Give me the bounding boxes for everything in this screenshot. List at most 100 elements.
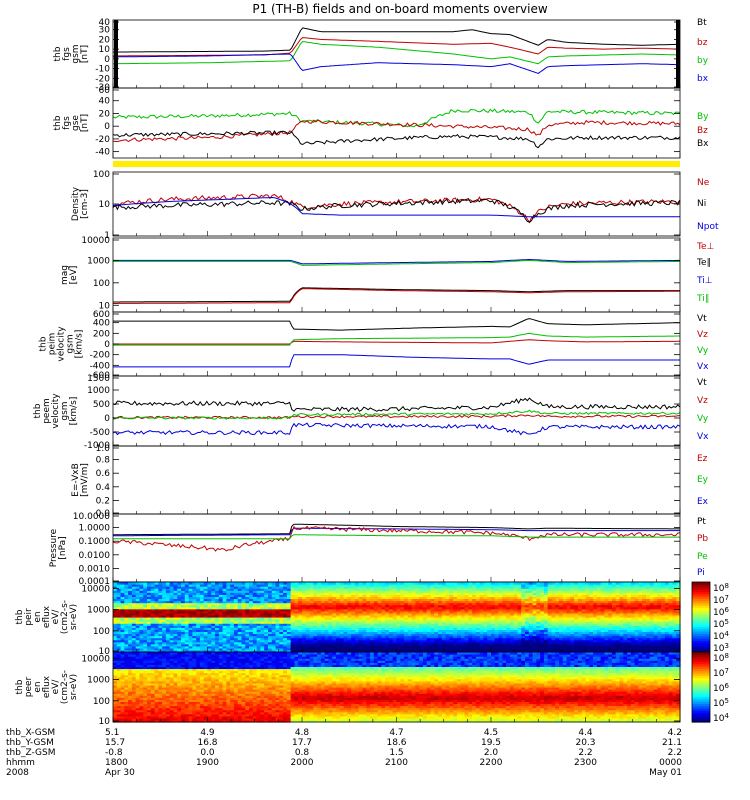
spectrogram-cell (154, 610, 159, 614)
spectrogram-cell (286, 614, 292, 618)
spectrogram-cell (177, 594, 182, 598)
spectrogram-cell (188, 623, 193, 626)
spectrogram-cell (521, 635, 526, 639)
spectrogram-cell (430, 649, 435, 653)
spectrogram-cell (385, 623, 390, 626)
spectrogram-cell (543, 604, 549, 608)
spectrogram-cell (313, 633, 318, 637)
spectrogram-cell (215, 631, 220, 635)
spectrogram-cell (536, 590, 541, 593)
spectrogram-cell (464, 617, 469, 620)
spectrogram-cell (525, 639, 530, 643)
spectrogram-cell (430, 627, 435, 630)
spectrogram-cell (525, 594, 530, 598)
spectrogram-cell (464, 629, 469, 633)
spectrogram-cell (196, 612, 201, 616)
spectrogram-cell (513, 592, 519, 595)
spectrogram-cell (491, 625, 496, 628)
spectrogram-cell (207, 592, 212, 595)
spectrogram-cell (305, 588, 311, 591)
spectrogram-cell (521, 614, 526, 618)
spectrogram-cell (267, 598, 273, 602)
spectrogram-cell (494, 631, 500, 635)
spectrogram-cell (543, 631, 549, 635)
spectrogram-cell (536, 619, 541, 622)
spectrogram-cell (487, 649, 492, 653)
spectrogram-cell (347, 641, 352, 645)
spectrogram-cell (498, 623, 503, 626)
spectrogram-cell (600, 604, 605, 608)
spectrogram-cell (324, 643, 330, 647)
spectrogram-cell (207, 612, 212, 616)
spectrogram-cell (517, 606, 522, 610)
spectrogram-cell (302, 617, 307, 620)
spectrogram-cell (154, 594, 159, 598)
spectrogram-cell (411, 627, 416, 630)
spectrogram-cell (237, 629, 243, 633)
spectrogram-cell (415, 608, 420, 612)
spectrogram-cell (184, 635, 190, 639)
spectrogram-cell (528, 639, 534, 643)
spectrogram-cell (540, 619, 545, 622)
spectrogram-cell (143, 627, 148, 630)
spectrogram-cell (532, 586, 537, 589)
spectrogram-cell (483, 635, 488, 639)
spectrogram-cell (260, 590, 265, 593)
spectrogram-cell (562, 610, 568, 614)
spectrogram-cell (472, 608, 477, 612)
spectrogram-cell (593, 590, 598, 593)
spectrogram-cell (233, 629, 239, 633)
spectrogram-cell (309, 588, 314, 591)
spectrogram-cell (332, 594, 337, 598)
spectrogram-cell (343, 637, 348, 641)
spectrogram-cell (479, 586, 485, 589)
spectrogram-cell (309, 621, 314, 624)
spectrogram-cell (169, 614, 175, 618)
spectrogram-cell (271, 623, 277, 626)
spectrogram-cell (181, 610, 186, 614)
spectrogram-cell (438, 647, 443, 651)
spectrogram-cell (351, 633, 356, 637)
spectrogram-cell (611, 602, 617, 606)
spectrogram-cell (143, 647, 148, 651)
spectrogram-cell (286, 596, 292, 600)
spectrogram-cell (555, 639, 560, 643)
spectrogram-cell (559, 623, 564, 626)
spectrogram-cell (430, 582, 435, 585)
spectrogram-cell (506, 604, 511, 608)
spectrogram-cell (199, 635, 205, 639)
spectrogram-cell (415, 631, 420, 635)
spectrogram-cell (188, 602, 193, 606)
spectrogram-cell (354, 590, 360, 593)
spectrogram-cell (611, 608, 617, 612)
spectrogram-cell (131, 627, 137, 630)
spectrogram-cell (562, 625, 568, 628)
spectrogram-cell (249, 645, 254, 649)
spectrogram-cell (415, 586, 420, 589)
spectrogram-cell (275, 594, 280, 598)
spectrogram-cell (332, 608, 337, 612)
spectrogram-cell (275, 619, 280, 622)
spectrogram-cell (566, 627, 571, 630)
spectrogram-cell (181, 596, 186, 600)
spectrogram-cell (536, 596, 541, 600)
spectrogram-cell (441, 641, 447, 645)
spectrogram-cell (555, 623, 560, 626)
spectrogram-cell (267, 592, 273, 595)
spectrogram-cell (551, 604, 556, 608)
spectrogram-cell (581, 649, 587, 653)
spectrogram-cell (468, 629, 473, 633)
spectrogram-cell (381, 586, 386, 589)
spectrogram-cell (532, 627, 537, 630)
spectrogram-cell (385, 592, 390, 595)
spectrogram-cell (441, 617, 447, 620)
spectrogram-cell (438, 596, 443, 600)
spectrogram-cell (472, 629, 477, 633)
spectrogram-cell (309, 645, 314, 649)
spectrogram-cell (502, 619, 507, 622)
spectrogram-cell (532, 625, 537, 628)
spectrogram-cell (184, 649, 190, 653)
spectrogram-cell (385, 627, 390, 630)
spectrogram-cell (196, 631, 201, 635)
spectrogram-cell (388, 600, 394, 604)
